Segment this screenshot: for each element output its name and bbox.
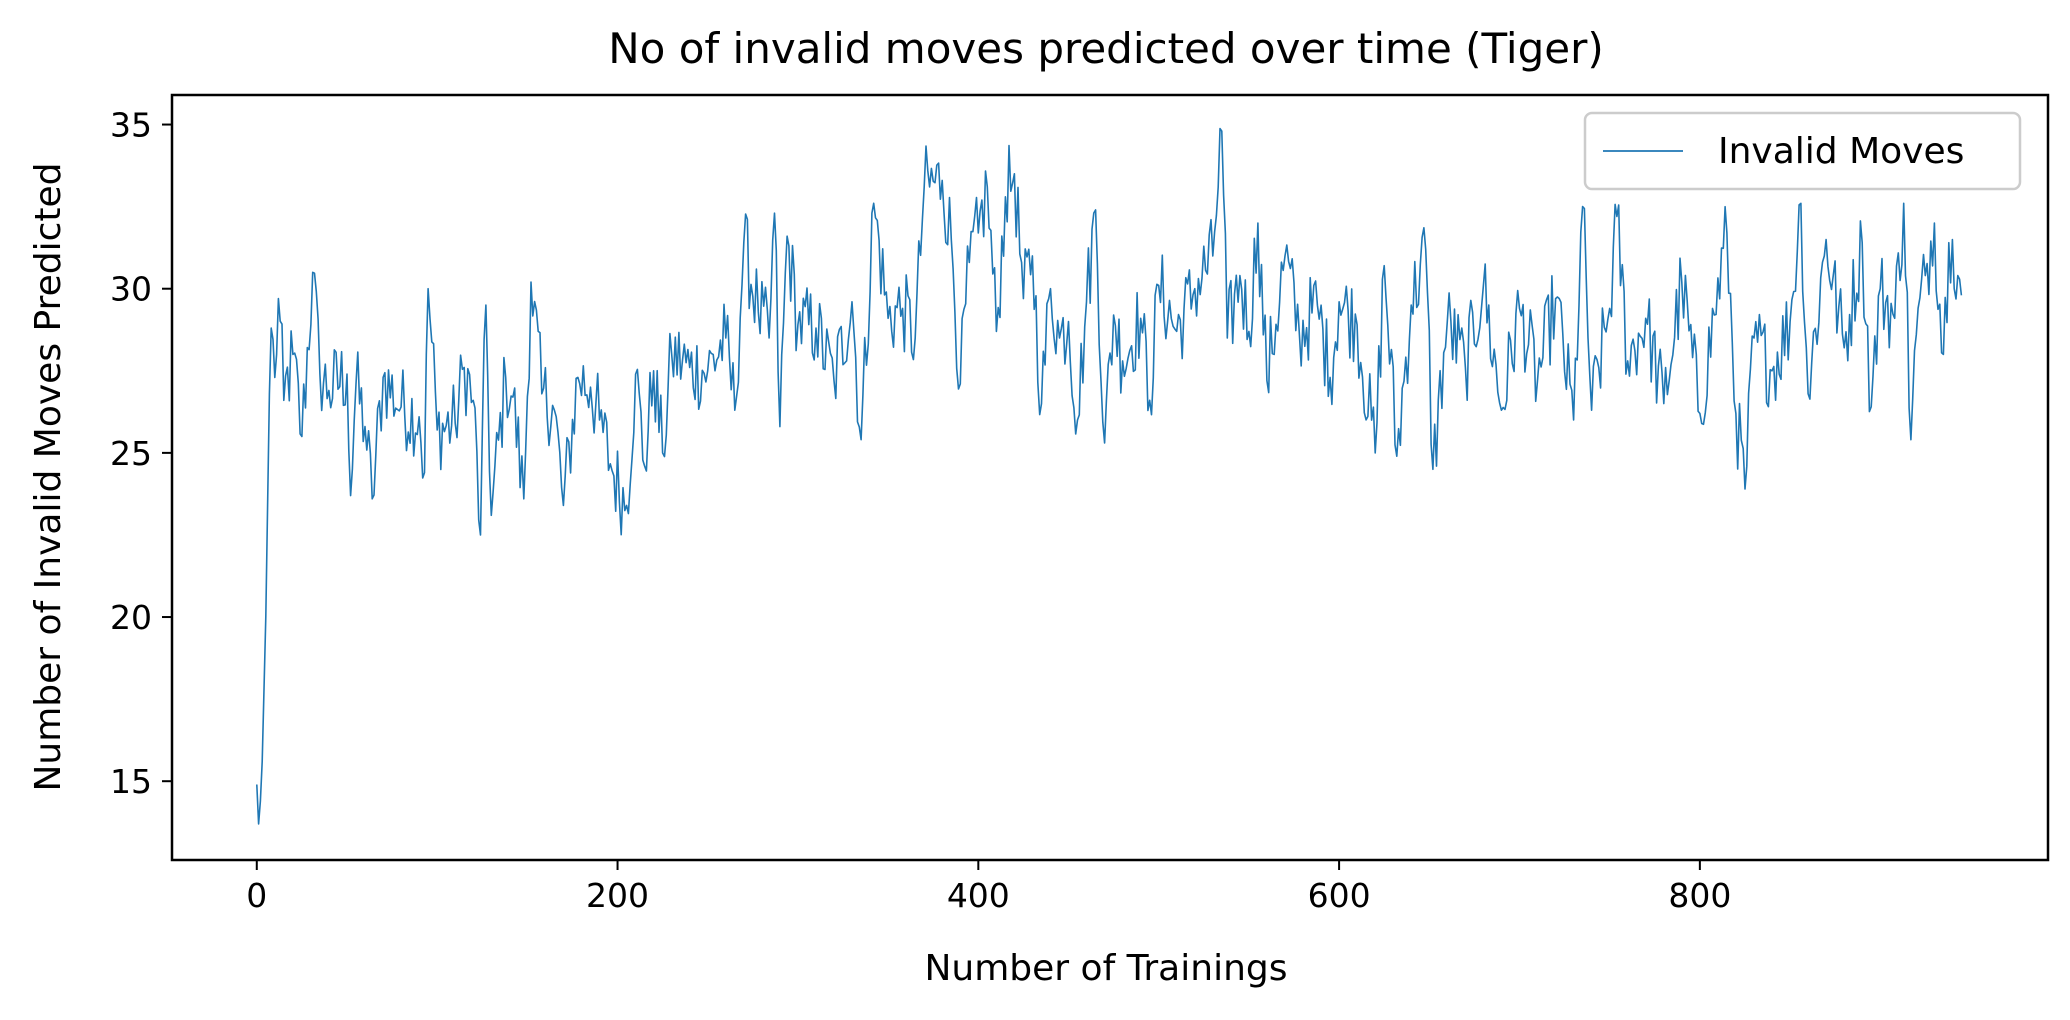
x-tick-label: 200 [586, 876, 649, 915]
series-line-invalid-moves [256, 127, 1963, 825]
chart-title: No of invalid moves predicted over time … [608, 24, 1603, 73]
legend-frame [1583, 111, 2022, 191]
x-tick-label: 0 [246, 876, 267, 915]
y-tick-label: 30 [110, 270, 152, 309]
y-axis-label: Number of Invalid Moves Predicted [28, 162, 69, 791]
x-tick-label: 600 [1308, 876, 1371, 915]
series-layer [256, 127, 1963, 825]
x-axis: 0 200 400 600 800 [246, 860, 1731, 915]
plot-area [170, 93, 2050, 862]
y-tick-label: 15 [110, 762, 152, 801]
y-tick-label: 25 [110, 434, 152, 473]
x-tick-label: 400 [947, 876, 1010, 915]
y-axis: 15 20 25 30 35 [110, 106, 172, 801]
legend: Invalid Moves [1583, 111, 2022, 191]
x-axis-label: Number of Trainings [924, 948, 1287, 989]
x-tick-label: 800 [1668, 876, 1731, 915]
plot-frame [170, 93, 2050, 862]
legend-label: Invalid Moves [1718, 131, 1964, 172]
y-tick-label: 35 [110, 106, 152, 145]
y-tick-label: 20 [110, 598, 152, 637]
